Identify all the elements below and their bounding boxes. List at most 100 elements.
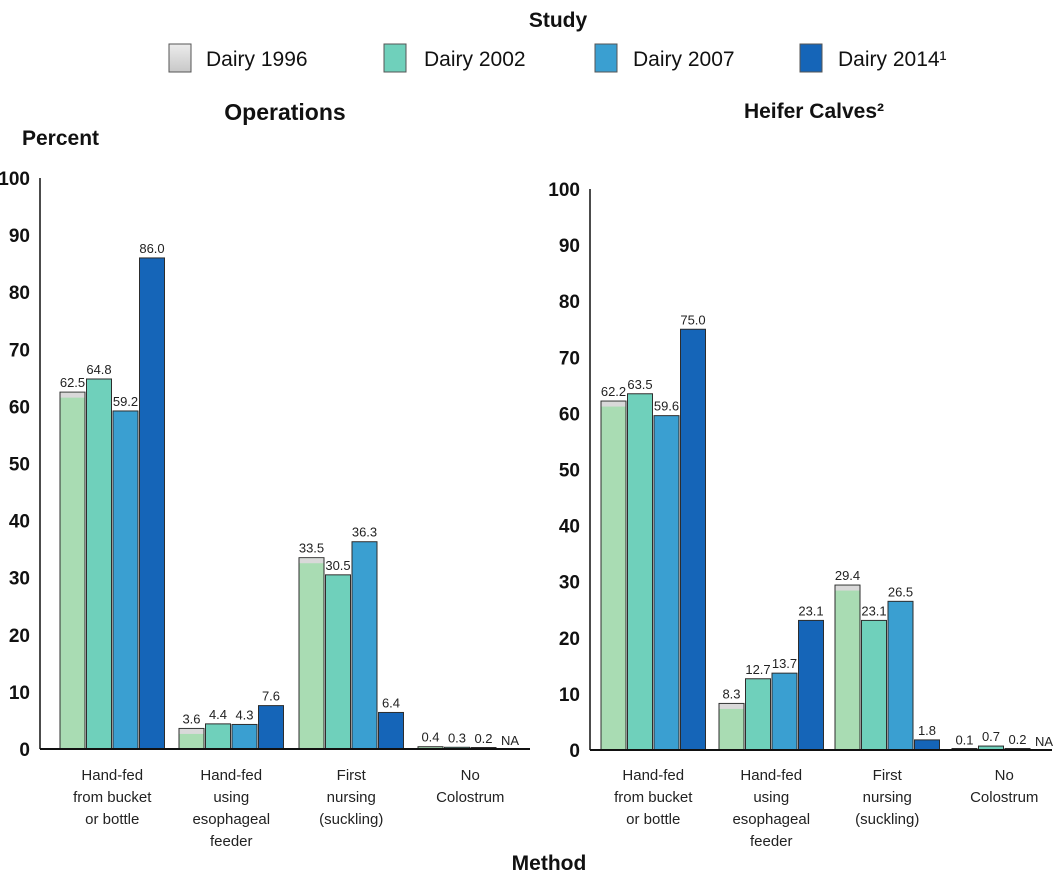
x-category-label: Hand-fed: [622, 767, 684, 784]
x-category-label: No: [461, 767, 480, 784]
y-tick-label: 70: [559, 348, 580, 369]
data-label: 0.1: [955, 732, 973, 747]
x-category-label: First: [337, 767, 367, 784]
legend-swatch-dairy-2007: [594, 43, 618, 73]
bar-dairy-2014-1: [258, 705, 284, 750]
x-category-label: or bottle: [626, 811, 680, 828]
data-label: 0.4: [421, 730, 439, 745]
x-category-label: nursing: [863, 789, 912, 806]
data-label: 4.4: [209, 707, 227, 722]
x-category-label: Colostrum: [970, 789, 1038, 806]
y-tick-label: 100: [0, 169, 30, 190]
x-category-label: feeder: [210, 833, 253, 850]
y-tick-label: 50: [9, 455, 30, 476]
data-label: 75.0: [680, 312, 705, 327]
bar-dairy-2002-0: [86, 378, 112, 750]
data-label: 29.4: [835, 568, 860, 583]
x-category-label: esophageal: [192, 811, 270, 828]
data-label: 12.7: [745, 662, 770, 677]
x-category-label: esophageal: [732, 811, 810, 828]
data-label: 23.1: [798, 603, 823, 618]
x-category-label: or bottle: [85, 811, 139, 828]
data-label: 0.7: [982, 729, 1000, 744]
x-category-label: Hand-fed: [740, 767, 802, 784]
y-tick-label: 20: [559, 629, 580, 650]
bar-dairy-1996-2: [298, 557, 325, 750]
bar-dairy-2014-0: [139, 257, 165, 750]
data-label: 0.2: [474, 731, 492, 746]
bar-cap-0: [601, 401, 626, 407]
panel-heifer-calves: 0 10 20 30 40 50 60 70 80 90 100 62.2 8.3 29.4 0.1 63.5…: [548, 180, 1053, 850]
data-label: 3.6: [182, 711, 200, 726]
legend-label-dairy-2002: Dairy 2002: [424, 48, 526, 71]
y-tick-label: 60: [9, 397, 30, 418]
data-label: 7.6: [262, 689, 280, 704]
y-tick-label: 90: [9, 226, 30, 247]
panel-title-heifer-calves: Heifer Calves²: [744, 100, 884, 123]
x-axis-title: Method: [512, 852, 587, 875]
x-category-label: Hand-fed: [81, 767, 143, 784]
legend-label-dairy-1996: Dairy 1996: [206, 48, 308, 71]
bar-cap-2: [835, 585, 860, 591]
y-tick-label: 80: [559, 292, 580, 313]
data-label: 62.2: [601, 384, 626, 399]
legend-swatch-dairy-2014: [799, 43, 823, 73]
bar-dairy-2002-2: [325, 574, 351, 750]
data-label: 0.3: [448, 730, 466, 745]
data-label: 63.5: [627, 377, 652, 392]
y-axis-title: Percent: [22, 127, 99, 150]
y-tick-label: 70: [9, 340, 30, 361]
legend-swatch-dairy-1996: [168, 43, 192, 73]
y-tick-label: 30: [559, 573, 580, 594]
data-label: 0.2: [1008, 732, 1026, 747]
legend-label-dairy-2014: Dairy 2014¹: [838, 48, 947, 71]
x-category-label: No: [995, 767, 1014, 784]
data-label: 1.8: [918, 723, 936, 738]
bar-dairy-1996-0: [600, 400, 627, 751]
legend-label-dairy-2007: Dairy 2007: [633, 48, 735, 71]
y-tick-label: 0: [569, 741, 580, 762]
bar-cap-1: [179, 728, 204, 734]
bar-dairy-2002-1: [745, 678, 771, 751]
x-category-label: (suckling): [855, 811, 919, 828]
bar-dairy-2002-0: [627, 393, 653, 751]
data-label: 33.5: [299, 541, 324, 556]
bar-dairy-2014-0: [680, 328, 706, 751]
data-label: 4.3: [235, 707, 253, 722]
bar-dairy-2007-0: [653, 415, 680, 751]
data-label: 64.8: [86, 362, 111, 377]
x-category-label: from bucket: [614, 789, 693, 806]
data-label-na: NA: [501, 733, 519, 748]
data-label-na: NA: [1035, 734, 1053, 749]
y-tick-label: 60: [559, 404, 580, 425]
bar-dairy-2007-1: [771, 672, 798, 751]
bar-dairy-2014-1: [798, 619, 824, 751]
data-label: 6.4: [382, 695, 400, 710]
y-tick-label: 10: [559, 685, 580, 706]
x-category-label: (suckling): [319, 811, 383, 828]
bar-dairy-2007-0: [112, 410, 139, 750]
x-category-label: using: [753, 789, 789, 806]
y-tick-label: 90: [559, 236, 580, 257]
x-category-label: using: [213, 789, 249, 806]
bar-dairy-2014-2: [378, 711, 404, 750]
data-label: 8.3: [722, 686, 740, 701]
data-label: 62.5: [60, 375, 85, 390]
bar-dairy-2014-2: [914, 739, 940, 751]
panel-title-operations: Operations: [224, 99, 345, 125]
bar-dairy-2007-2: [351, 541, 378, 750]
data-label: 23.1: [861, 603, 886, 618]
data-label: 26.5: [888, 584, 913, 599]
bar-cap-1: [719, 703, 744, 709]
x-category-label: First: [873, 767, 903, 784]
x-category-label: feeder: [750, 833, 793, 850]
y-tick-label: 0: [19, 740, 30, 761]
x-category-label: Colostrum: [436, 789, 504, 806]
y-tick-label: 30: [9, 569, 30, 590]
data-label: 36.3: [352, 525, 377, 540]
data-label: 86.0: [139, 241, 164, 256]
bar-dairy-1996-1: [718, 702, 745, 751]
bar-dairy-2002-2: [861, 619, 887, 751]
bar-dairy-2007-1: [231, 723, 258, 750]
